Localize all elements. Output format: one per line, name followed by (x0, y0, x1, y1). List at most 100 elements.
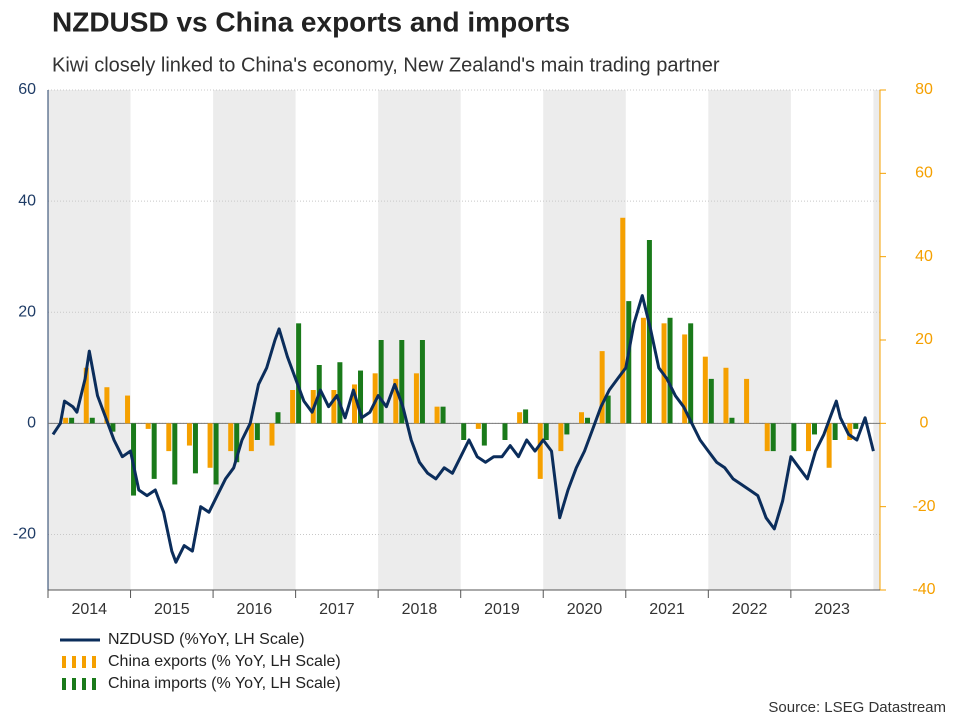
year-shade (543, 90, 626, 590)
year-shade (873, 90, 880, 590)
x-tick-label: 2017 (319, 601, 355, 618)
bar (192, 423, 198, 474)
bar (290, 390, 296, 424)
x-tick-label: 2019 (484, 601, 520, 618)
bar (145, 423, 151, 429)
x-tick-label: 2016 (237, 601, 273, 618)
legend-label: NZDUSD (%YoY, LH Scale) (108, 631, 305, 648)
bar (419, 340, 425, 424)
bar (599, 351, 605, 424)
bar (275, 412, 281, 424)
source: Source: LSEG Datastream (768, 699, 946, 716)
bar (337, 362, 343, 424)
legend-label: China imports (% YoY, LH Scale) (108, 675, 341, 692)
y-tick-label: 40 (18, 192, 36, 209)
bar (537, 423, 543, 479)
year-shade (708, 90, 791, 590)
y-tick-label: -20 (13, 526, 36, 543)
bar (399, 340, 405, 424)
bar (83, 367, 89, 424)
bar (166, 423, 172, 452)
year-shade (378, 90, 461, 590)
bar (811, 423, 817, 435)
bar (543, 423, 549, 440)
bar (646, 240, 652, 424)
y2-tick-label: 20 (915, 331, 933, 348)
bar (269, 423, 275, 446)
bar (104, 387, 110, 424)
y2-tick-label: -40 (912, 581, 935, 598)
y2-tick-label: 80 (915, 81, 933, 98)
bar (764, 423, 770, 452)
year-shade (48, 90, 131, 590)
bar (729, 417, 735, 424)
bar (523, 409, 529, 424)
bar (248, 423, 254, 452)
bar (151, 423, 157, 479)
y2-tick-label: 60 (915, 165, 933, 182)
bar (125, 395, 131, 424)
bar (475, 423, 481, 429)
bar (413, 373, 419, 424)
x-tick-label: 2022 (732, 601, 768, 618)
legend-swatch (62, 678, 66, 690)
bar (626, 301, 632, 424)
bar (791, 423, 797, 452)
x-tick-label: 2015 (154, 601, 190, 618)
x-tick-label: 2021 (649, 601, 685, 618)
bar (207, 423, 213, 468)
bar (682, 334, 688, 424)
y2-tick-label: -20 (912, 498, 935, 515)
bar (296, 323, 302, 424)
legend-label: China exports (% YoY, LH Scale) (108, 653, 341, 670)
x-tick-label: 2018 (402, 601, 438, 618)
y-tick-label: 60 (18, 81, 36, 98)
bar (853, 423, 859, 429)
y2-tick-label: 40 (915, 248, 933, 265)
bar (770, 423, 776, 452)
legend-swatch (72, 678, 76, 690)
bar (826, 423, 832, 468)
bar (605, 395, 611, 424)
chart-subtitle: Kiwi closely linked to China's economy, … (52, 54, 720, 76)
bar (434, 406, 440, 424)
bar (517, 412, 523, 424)
bar (640, 317, 646, 424)
bar (254, 423, 260, 440)
bar (110, 423, 116, 432)
bar (832, 423, 838, 440)
legend-swatch (92, 656, 96, 668)
bar (805, 423, 811, 452)
bar (172, 423, 178, 485)
bar (63, 417, 69, 424)
legend-swatch (82, 656, 86, 668)
y-tick-label: 20 (18, 303, 36, 320)
bar (744, 378, 750, 424)
legend-swatch (72, 656, 76, 668)
bar (352, 384, 358, 424)
bar (481, 423, 487, 446)
bar (502, 423, 508, 440)
bar (461, 423, 467, 440)
bar (378, 340, 384, 424)
bar (558, 423, 564, 452)
bar (585, 417, 591, 424)
bar (228, 423, 234, 452)
x-tick-label: 2023 (814, 601, 850, 618)
bar (667, 317, 673, 424)
legend-swatch (62, 656, 66, 668)
bar (186, 423, 192, 446)
bar (69, 417, 75, 424)
y2-tick-label: 0 (920, 415, 929, 432)
legend-swatch (92, 678, 96, 690)
bar (393, 378, 399, 424)
x-tick-label: 2014 (71, 601, 107, 618)
chart-title: NZDUSD vs China exports and imports (52, 6, 570, 37)
bar (688, 323, 694, 424)
bar (579, 412, 585, 424)
bar (331, 390, 337, 424)
x-tick-label: 2020 (567, 601, 603, 618)
y-tick-label: 0 (27, 415, 36, 432)
legend-swatch (82, 678, 86, 690)
